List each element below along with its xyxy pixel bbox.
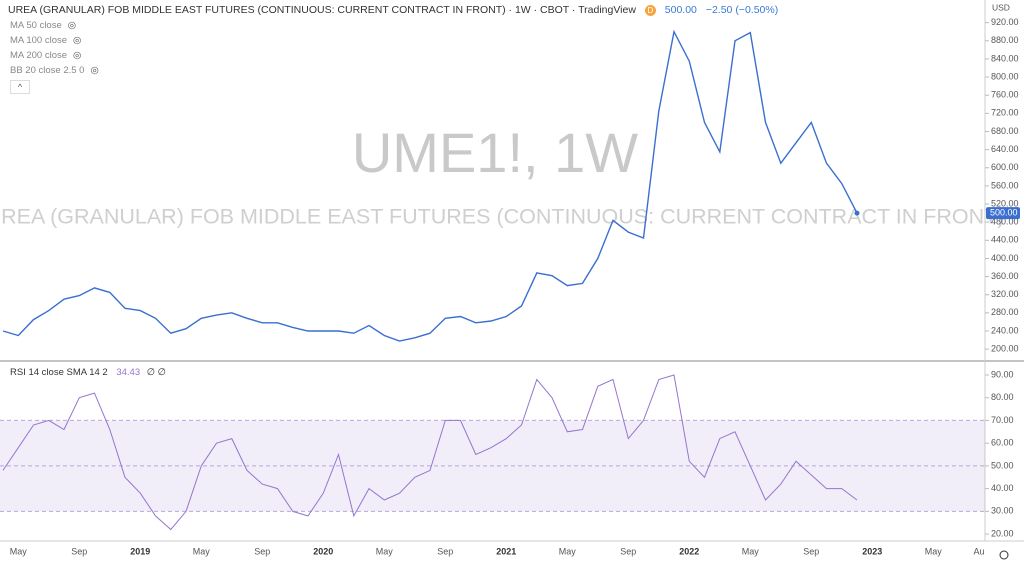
indicator-label: MA 100 close [10, 35, 68, 46]
collapse-button[interactable]: ^ [10, 80, 30, 94]
x-tick-label: May [925, 546, 943, 556]
indicator-label: MA 200 close [10, 50, 68, 61]
x-tick-label: 2019 [130, 546, 150, 556]
y-tick-label: 840.00 [991, 53, 1019, 63]
last-price-label: 500.00 [990, 207, 1018, 217]
y-tick-label: 600.00 [991, 162, 1019, 172]
x-tick-label: Sep [71, 546, 87, 556]
x-tick-label: Au [973, 546, 984, 556]
indicator-label: MA 50 close [10, 20, 62, 31]
symbol-title: UREA (GRANULAR) FOB MIDDLE EAST FUTURES … [8, 4, 636, 16]
settings-icon[interactable] [999, 550, 1009, 560]
data-line [2, 29, 858, 342]
rsi-legend-value: 34.43 [116, 367, 141, 378]
badge: D [644, 5, 656, 16]
indicator: MA 50 close ◎ [10, 20, 76, 31]
last-price-box [986, 207, 1020, 220]
x-tick-label: 2020 [313, 546, 333, 556]
y-tick-label: 920.00 [991, 17, 1019, 27]
indicator: MA 200 close ◎ [10, 50, 81, 61]
y-tick-label: 50.00 [991, 460, 1014, 470]
y-tick-label: 680.00 [991, 126, 1019, 136]
x-tick-label: May [559, 546, 577, 556]
x-tick-label: May [376, 546, 394, 556]
y-tick-label: 400.00 [991, 253, 1019, 263]
y-tick-label: 280.00 [991, 307, 1019, 317]
hidden-icon[interactable]: ◎ [90, 65, 99, 76]
currency: USD [992, 2, 1010, 12]
y-tick-label: 40.00 [991, 483, 1014, 493]
data-line [2, 374, 858, 531]
y-tick-label: 800.00 [991, 71, 1019, 81]
x-tick-label: May [742, 546, 760, 556]
rsi-legend-name: RSI 14 close SMA 14 2 [10, 367, 108, 378]
x-tick-label: Sep [803, 546, 819, 556]
price-change: −2.50 (−0.50%) [705, 4, 779, 16]
last-point [854, 210, 860, 216]
y-tick-label: 560.00 [991, 180, 1019, 190]
y-tick-label: 720.00 [991, 108, 1019, 118]
y-tick-label: 90.00 [991, 369, 1014, 379]
y-tick-label: 320.00 [991, 289, 1019, 299]
x-tick-label: 2023 [862, 546, 882, 556]
rsi-legend: RSI 14 close SMA 14 2 34.43 ∅ ∅ [10, 367, 166, 378]
watermark-name: UREA (GRANULAR) FOB MIDDLE EAST FUTURES … [0, 205, 1004, 229]
y-tick-label: 30.00 [991, 506, 1014, 516]
x-tick-label: May [10, 546, 28, 556]
y-tick-label: 440.00 [991, 235, 1019, 245]
y-tick-label: 880.00 [991, 35, 1019, 45]
y-tick-label: 240.00 [991, 325, 1019, 335]
indicator: BB 20 close 2.5 0 ◎ [10, 65, 99, 76]
y-tick-label: 520.00 [991, 198, 1019, 208]
y-tick-label: 80.00 [991, 392, 1014, 402]
hidden-icon[interactable]: ◎ [73, 50, 82, 61]
y-tick-label: 640.00 [991, 144, 1019, 154]
indicator-label: BB 20 close 2.5 0 [10, 65, 85, 76]
x-tick-label: Sep [620, 546, 636, 556]
y-tick-label: 20.00 [991, 528, 1014, 538]
y-tick-label: 480.00 [991, 217, 1019, 227]
header: UREA (GRANULAR) FOB MIDDLE EAST FUTURES … [8, 4, 784, 16]
y-tick-label: 60.00 [991, 438, 1014, 448]
y-tick-label: 360.00 [991, 271, 1019, 281]
rsi-legend-tail: ∅ ∅ [146, 367, 166, 378]
x-tick-label: 2022 [679, 546, 699, 556]
y-tick-label: 760.00 [991, 90, 1019, 100]
indicator: MA 100 close ◎ [10, 35, 81, 46]
last-price: 500.00 [664, 4, 697, 16]
hidden-icon[interactable]: ◎ [73, 35, 82, 46]
x-tick-label: Sep [437, 546, 453, 556]
y-tick-label: 200.00 [991, 343, 1019, 353]
y-tick-label: 70.00 [991, 415, 1014, 425]
watermark-symbol: UME1!, 1W [352, 121, 638, 184]
hidden-icon[interactable]: ◎ [67, 20, 77, 31]
x-tick-label: Sep [254, 546, 270, 556]
x-tick-label: May [193, 546, 211, 556]
x-tick-label: 2021 [496, 546, 516, 556]
